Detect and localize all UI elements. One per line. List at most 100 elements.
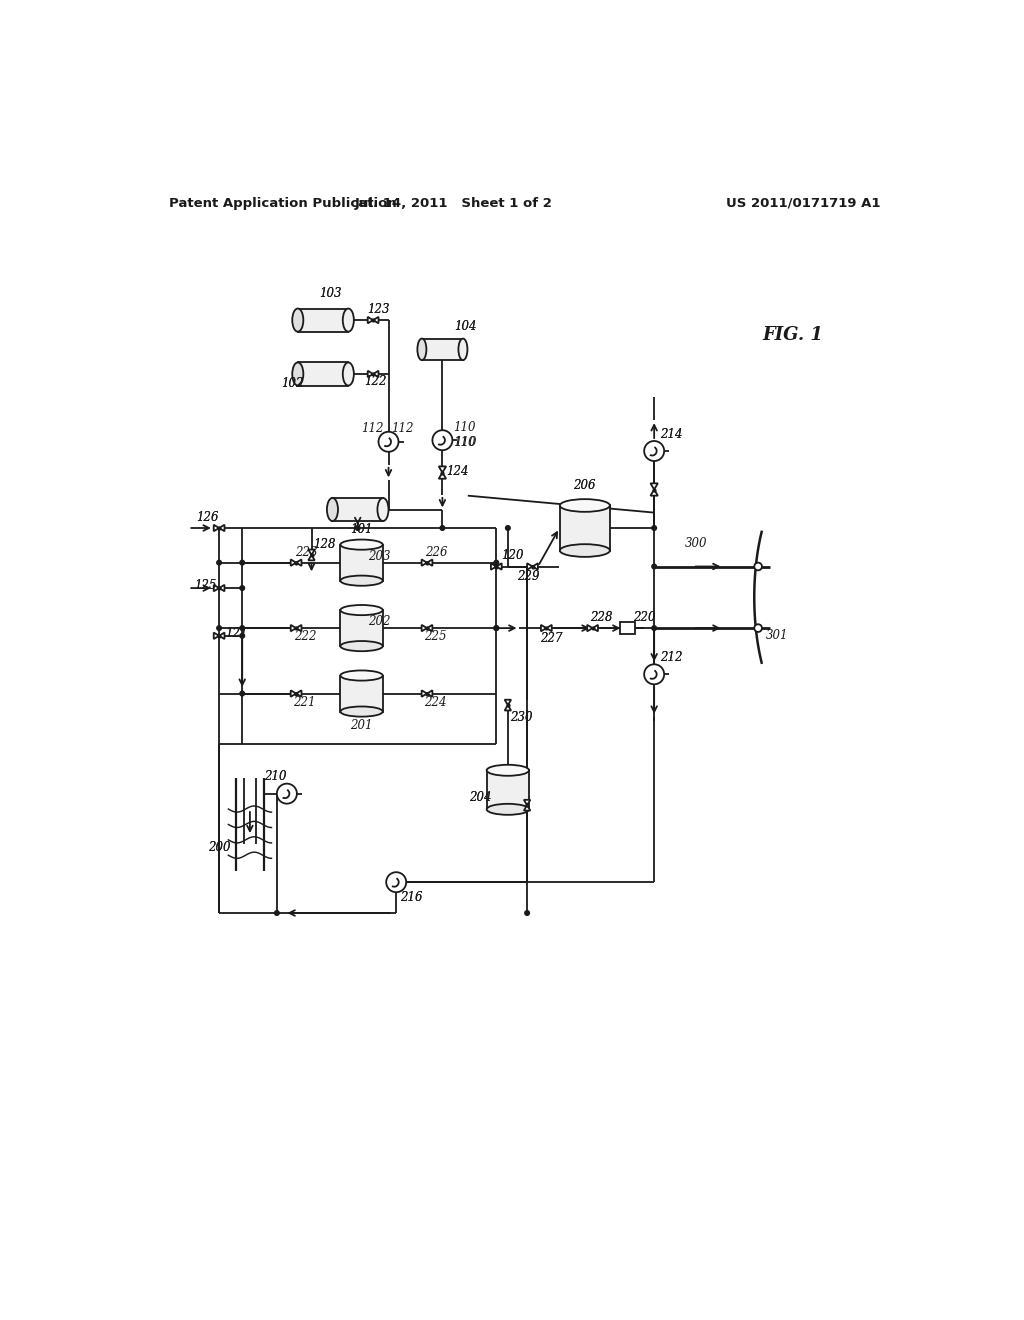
Bar <box>333 498 383 521</box>
Polygon shape <box>422 560 432 566</box>
Text: 121: 121 <box>225 627 248 640</box>
Text: 230: 230 <box>510 711 532 723</box>
Text: 122: 122 <box>364 375 386 388</box>
Text: US 2011/0171719 A1: US 2011/0171719 A1 <box>726 197 881 210</box>
Ellipse shape <box>340 576 383 586</box>
Polygon shape <box>422 690 432 697</box>
Bar <box>486 771 529 809</box>
Circle shape <box>240 626 245 631</box>
Circle shape <box>494 561 499 565</box>
Text: 214: 214 <box>660 428 683 441</box>
Ellipse shape <box>327 498 338 521</box>
Text: Jul. 14, 2011   Sheet 1 of 2: Jul. 14, 2011 Sheet 1 of 2 <box>355 197 553 210</box>
Circle shape <box>240 586 245 590</box>
Text: 220: 220 <box>634 611 655 624</box>
Text: 110: 110 <box>454 436 476 449</box>
Ellipse shape <box>459 339 467 360</box>
Polygon shape <box>368 371 379 378</box>
Ellipse shape <box>418 339 426 360</box>
Ellipse shape <box>340 642 383 651</box>
Circle shape <box>240 634 245 638</box>
Text: 223: 223 <box>295 546 317 560</box>
Text: 120: 120 <box>501 549 523 562</box>
Circle shape <box>274 911 280 915</box>
Ellipse shape <box>292 309 303 331</box>
Text: 227: 227 <box>541 631 563 644</box>
Text: 201: 201 <box>350 719 373 733</box>
Ellipse shape <box>486 764 529 776</box>
Text: 123: 123 <box>367 302 389 315</box>
Text: 225: 225 <box>424 630 446 643</box>
Circle shape <box>525 911 529 915</box>
Text: 206: 206 <box>573 479 596 492</box>
Bar <box>422 339 463 360</box>
Bar <box>340 545 383 581</box>
Polygon shape <box>368 317 379 323</box>
Circle shape <box>379 432 398 451</box>
Text: 112: 112 <box>361 422 384 436</box>
Circle shape <box>240 561 245 565</box>
Text: 104: 104 <box>454 319 476 333</box>
Text: 204: 204 <box>469 791 492 804</box>
Ellipse shape <box>560 544 610 557</box>
Text: 224: 224 <box>424 696 446 709</box>
Polygon shape <box>422 624 432 631</box>
Bar <box>298 363 348 385</box>
Text: 103: 103 <box>319 286 342 300</box>
Circle shape <box>240 692 245 696</box>
Polygon shape <box>291 560 301 566</box>
Polygon shape <box>490 564 502 570</box>
Text: 214: 214 <box>660 428 683 441</box>
Text: 124: 124 <box>446 465 469 478</box>
Text: 102: 102 <box>281 376 303 389</box>
Polygon shape <box>524 800 530 810</box>
Text: 212: 212 <box>660 651 683 664</box>
Text: 128: 128 <box>313 537 336 550</box>
Text: 121: 121 <box>225 627 248 640</box>
Text: 220: 220 <box>634 611 655 624</box>
Polygon shape <box>291 624 301 631</box>
Text: 123: 123 <box>367 302 389 315</box>
Polygon shape <box>541 624 552 631</box>
Text: 110: 110 <box>454 421 476 434</box>
Polygon shape <box>650 483 657 496</box>
Text: FIG. 1: FIG. 1 <box>762 326 823 345</box>
Bar <box>560 506 610 550</box>
Text: 128: 128 <box>313 537 336 550</box>
Ellipse shape <box>560 499 610 512</box>
Ellipse shape <box>378 498 388 521</box>
Circle shape <box>652 564 656 569</box>
Polygon shape <box>308 549 314 560</box>
Text: 301: 301 <box>766 630 788 643</box>
Text: 222: 222 <box>294 630 316 643</box>
Circle shape <box>652 525 656 531</box>
Text: 200: 200 <box>208 841 230 854</box>
Text: 229: 229 <box>517 570 540 583</box>
Polygon shape <box>587 624 598 631</box>
Circle shape <box>432 430 453 450</box>
Text: 210: 210 <box>264 770 287 783</box>
Circle shape <box>440 525 444 531</box>
Text: 122: 122 <box>364 375 386 388</box>
Text: 200: 200 <box>208 841 230 854</box>
Text: 126: 126 <box>196 511 218 524</box>
Circle shape <box>276 784 297 804</box>
Text: 204: 204 <box>469 791 492 804</box>
Text: 104: 104 <box>454 319 476 333</box>
Ellipse shape <box>340 671 383 681</box>
Text: 216: 216 <box>400 891 423 904</box>
Circle shape <box>217 626 221 631</box>
Ellipse shape <box>292 363 303 385</box>
Circle shape <box>755 562 762 570</box>
Polygon shape <box>505 700 511 710</box>
Text: 125: 125 <box>195 579 217 593</box>
Circle shape <box>644 664 665 684</box>
Text: 126: 126 <box>196 511 218 524</box>
Text: 120: 120 <box>501 549 523 562</box>
Circle shape <box>386 873 407 892</box>
Text: 228: 228 <box>590 611 612 624</box>
Text: 206: 206 <box>573 479 596 492</box>
Text: 212: 212 <box>660 651 683 664</box>
Bar <box>340 676 383 711</box>
Ellipse shape <box>486 804 529 814</box>
